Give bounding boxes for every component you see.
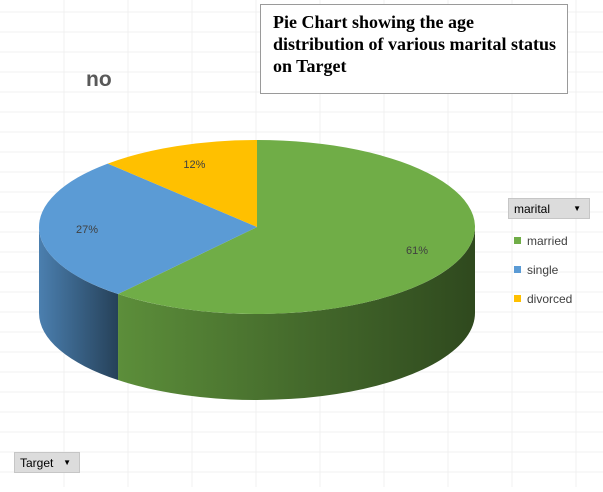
pie-side-single xyxy=(38,227,119,381)
data-label-divorced: 12% xyxy=(183,159,205,171)
legend-label: divorced xyxy=(527,291,573,306)
chart-title: Pie Chart showing the age distribution o… xyxy=(273,12,557,76)
data-label-single: 27% xyxy=(76,224,98,236)
pie-slice-single[interactable] xyxy=(38,163,258,295)
target-filter-button[interactable]: Target ▼ xyxy=(14,452,80,473)
chart-title-box[interactable]: Pie Chart showing the age distribution o… xyxy=(260,4,568,94)
legend-field-button[interactable]: marital ▼ xyxy=(508,198,590,219)
legend-item-married: married xyxy=(514,226,572,255)
filter-field-label: Target xyxy=(20,455,54,470)
legend-swatch-single xyxy=(514,266,521,273)
legend-swatch-divorced xyxy=(514,295,521,302)
pie-side-married xyxy=(118,227,476,400)
pie-slice-divorced[interactable] xyxy=(107,140,257,227)
legend-item-single: single xyxy=(514,255,572,284)
legend-item-divorced: divorced xyxy=(514,284,572,313)
subset-label: no xyxy=(86,68,112,91)
legend: married single divorced xyxy=(514,226,572,313)
legend-label: married xyxy=(527,233,568,248)
legend-label: single xyxy=(527,262,559,277)
legend-swatch-married xyxy=(514,237,521,244)
dropdown-arrow-icon: ▼ xyxy=(63,458,71,467)
data-label-married: 61% xyxy=(406,245,428,257)
dropdown-arrow-icon: ▼ xyxy=(573,204,581,213)
pie-slice-married[interactable] xyxy=(118,140,475,315)
legend-field-label: marital xyxy=(514,201,551,216)
